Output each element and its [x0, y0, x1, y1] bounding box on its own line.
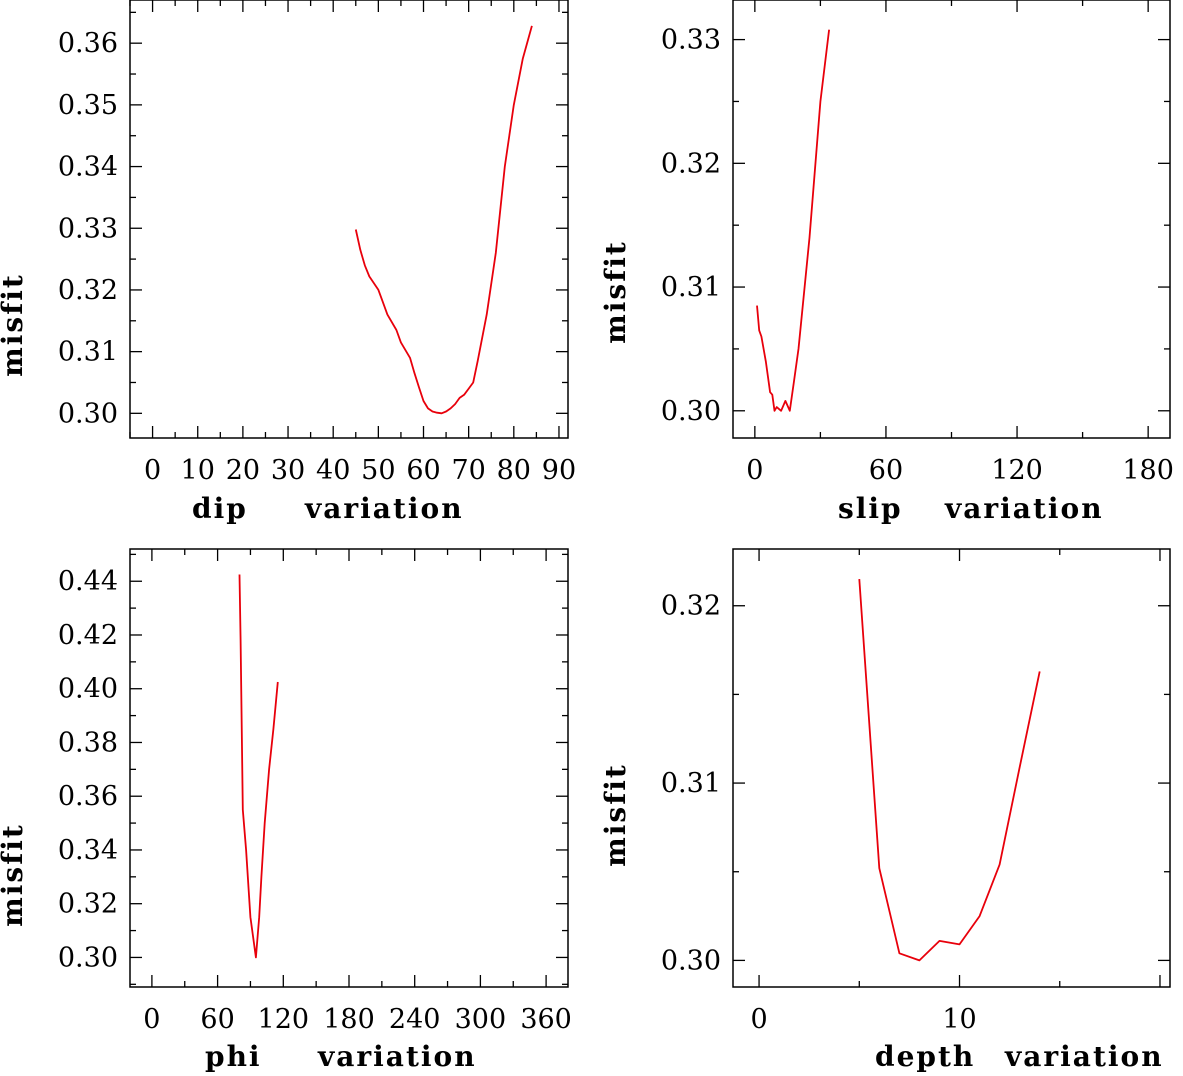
dip-x-tick-label: 70 — [451, 455, 485, 486]
dip-plot-frame — [129, 0, 569, 439]
dip-x-tick-label: 0 — [144, 455, 161, 486]
phi-x-axis-label-name: phi — [205, 1040, 262, 1073]
dip-x-tick-label: 10 — [181, 455, 215, 486]
slip-x-axis-label-variation: variation — [944, 492, 1104, 525]
phi-y-tick-label: 0.42 — [58, 620, 118, 651]
depth-panel: 0 10 0.30 0.31 0.32 misfit depth variation — [599, 548, 1171, 1073]
dip-y-tick-label: 0.33 — [58, 213, 118, 244]
phi-x-tick-label: 60 — [200, 1004, 234, 1035]
slip-y-tick-label: 0.32 — [661, 148, 721, 179]
phi-x-tick-label: 120 — [258, 1004, 310, 1035]
phi-panel: 0 60 120 180 240 300 360 0.30 0.32 0.34 0.36 0.38 0.… — [0, 548, 572, 1073]
depth-x-tick-label: 10 — [942, 1004, 976, 1035]
depth-y-tick-label: 0.31 — [661, 768, 721, 799]
slip-misfit-line — [756, 29, 830, 412]
phi-y-tick-label: 0.44 — [58, 566, 118, 597]
dip-y-tick-label: 0.30 — [58, 398, 118, 429]
dip-x-axis-label-name: dip — [192, 492, 248, 525]
phi-y-axis-label: misfit — [0, 823, 29, 927]
phi-y-tick-label: 0.34 — [58, 835, 118, 866]
dip-misfit-line — [354, 25, 533, 415]
phi-plot-frame — [129, 548, 569, 988]
phi-x-tick-label: 0 — [143, 1004, 160, 1035]
slip-y-tick-label: 0.31 — [661, 272, 721, 303]
depth-y-axis-label: misfit — [599, 763, 632, 867]
depth-x-axis-label-variation: variation — [1004, 1040, 1164, 1073]
dip-x-tick-label: 60 — [406, 455, 440, 486]
slip-x-tick-label: 180 — [1122, 455, 1174, 486]
phi-x-tick-label: 180 — [323, 1004, 375, 1035]
dip-x-tick-label: 80 — [497, 455, 531, 486]
slip-y-tick-label: 0.30 — [661, 396, 721, 427]
phi-y-tick-label: 0.40 — [58, 674, 118, 705]
dip-x-tick-label: 40 — [316, 455, 350, 486]
phi-y-tick-label: 0.32 — [58, 889, 118, 920]
depth-misfit-line — [858, 579, 1041, 962]
dip-panel: 0 10 20 30 40 50 60 70 80 90 0.30 0.31 0.32 0.33 0.34 0… — [0, 0, 576, 525]
dip-y-axis-label: misfit — [0, 273, 29, 377]
phi-x-tick-label: 360 — [520, 1004, 572, 1035]
depth-y-tick-label: 0.32 — [661, 591, 721, 622]
depth-x-tick-label: 0 — [750, 1004, 767, 1035]
dip-x-tick-label: 90 — [542, 455, 576, 486]
slip-x-axis-label-name: slip — [838, 492, 903, 525]
slip-y-axis-label: misfit — [599, 240, 632, 344]
phi-y-tick-label: 0.38 — [58, 727, 118, 758]
dip-y-tick-label: 0.31 — [58, 337, 118, 368]
dip-y-tick-label: 0.36 — [58, 28, 118, 59]
depth-y-tick-label: 0.30 — [661, 945, 721, 976]
slip-x-tick-label: 120 — [991, 455, 1043, 486]
phi-y-tick-label: 0.36 — [58, 781, 118, 812]
dip-x-tick-label: 30 — [271, 455, 305, 486]
dip-y-tick-label: 0.35 — [58, 90, 118, 121]
slip-x-tick-label: 0 — [746, 455, 763, 486]
dip-x-axis-label-variation: variation — [304, 492, 464, 525]
phi-misfit-line — [238, 574, 279, 959]
slip-panel: 0 60 120 180 0.30 0.31 0.32 0.33 misfit slip varia… — [599, 0, 1174, 525]
dip-x-tick-label: 50 — [361, 455, 395, 486]
slip-x-tick-label: 60 — [869, 455, 903, 486]
dip-y-tick-label: 0.32 — [58, 275, 118, 306]
slip-y-tick-label: 0.33 — [661, 25, 721, 56]
dip-y-tick-label: 0.34 — [58, 152, 118, 183]
phi-x-axis-label-variation: variation — [317, 1040, 477, 1073]
depth-x-axis-label-name: depth — [875, 1040, 975, 1073]
phi-y-tick-label: 0.30 — [58, 942, 118, 973]
phi-x-tick-label: 300 — [455, 1004, 507, 1035]
phi-x-tick-label: 240 — [389, 1004, 441, 1035]
slip-plot-frame — [732, 0, 1171, 439]
depth-plot-frame — [732, 548, 1171, 988]
dip-x-tick-label: 20 — [226, 455, 260, 486]
